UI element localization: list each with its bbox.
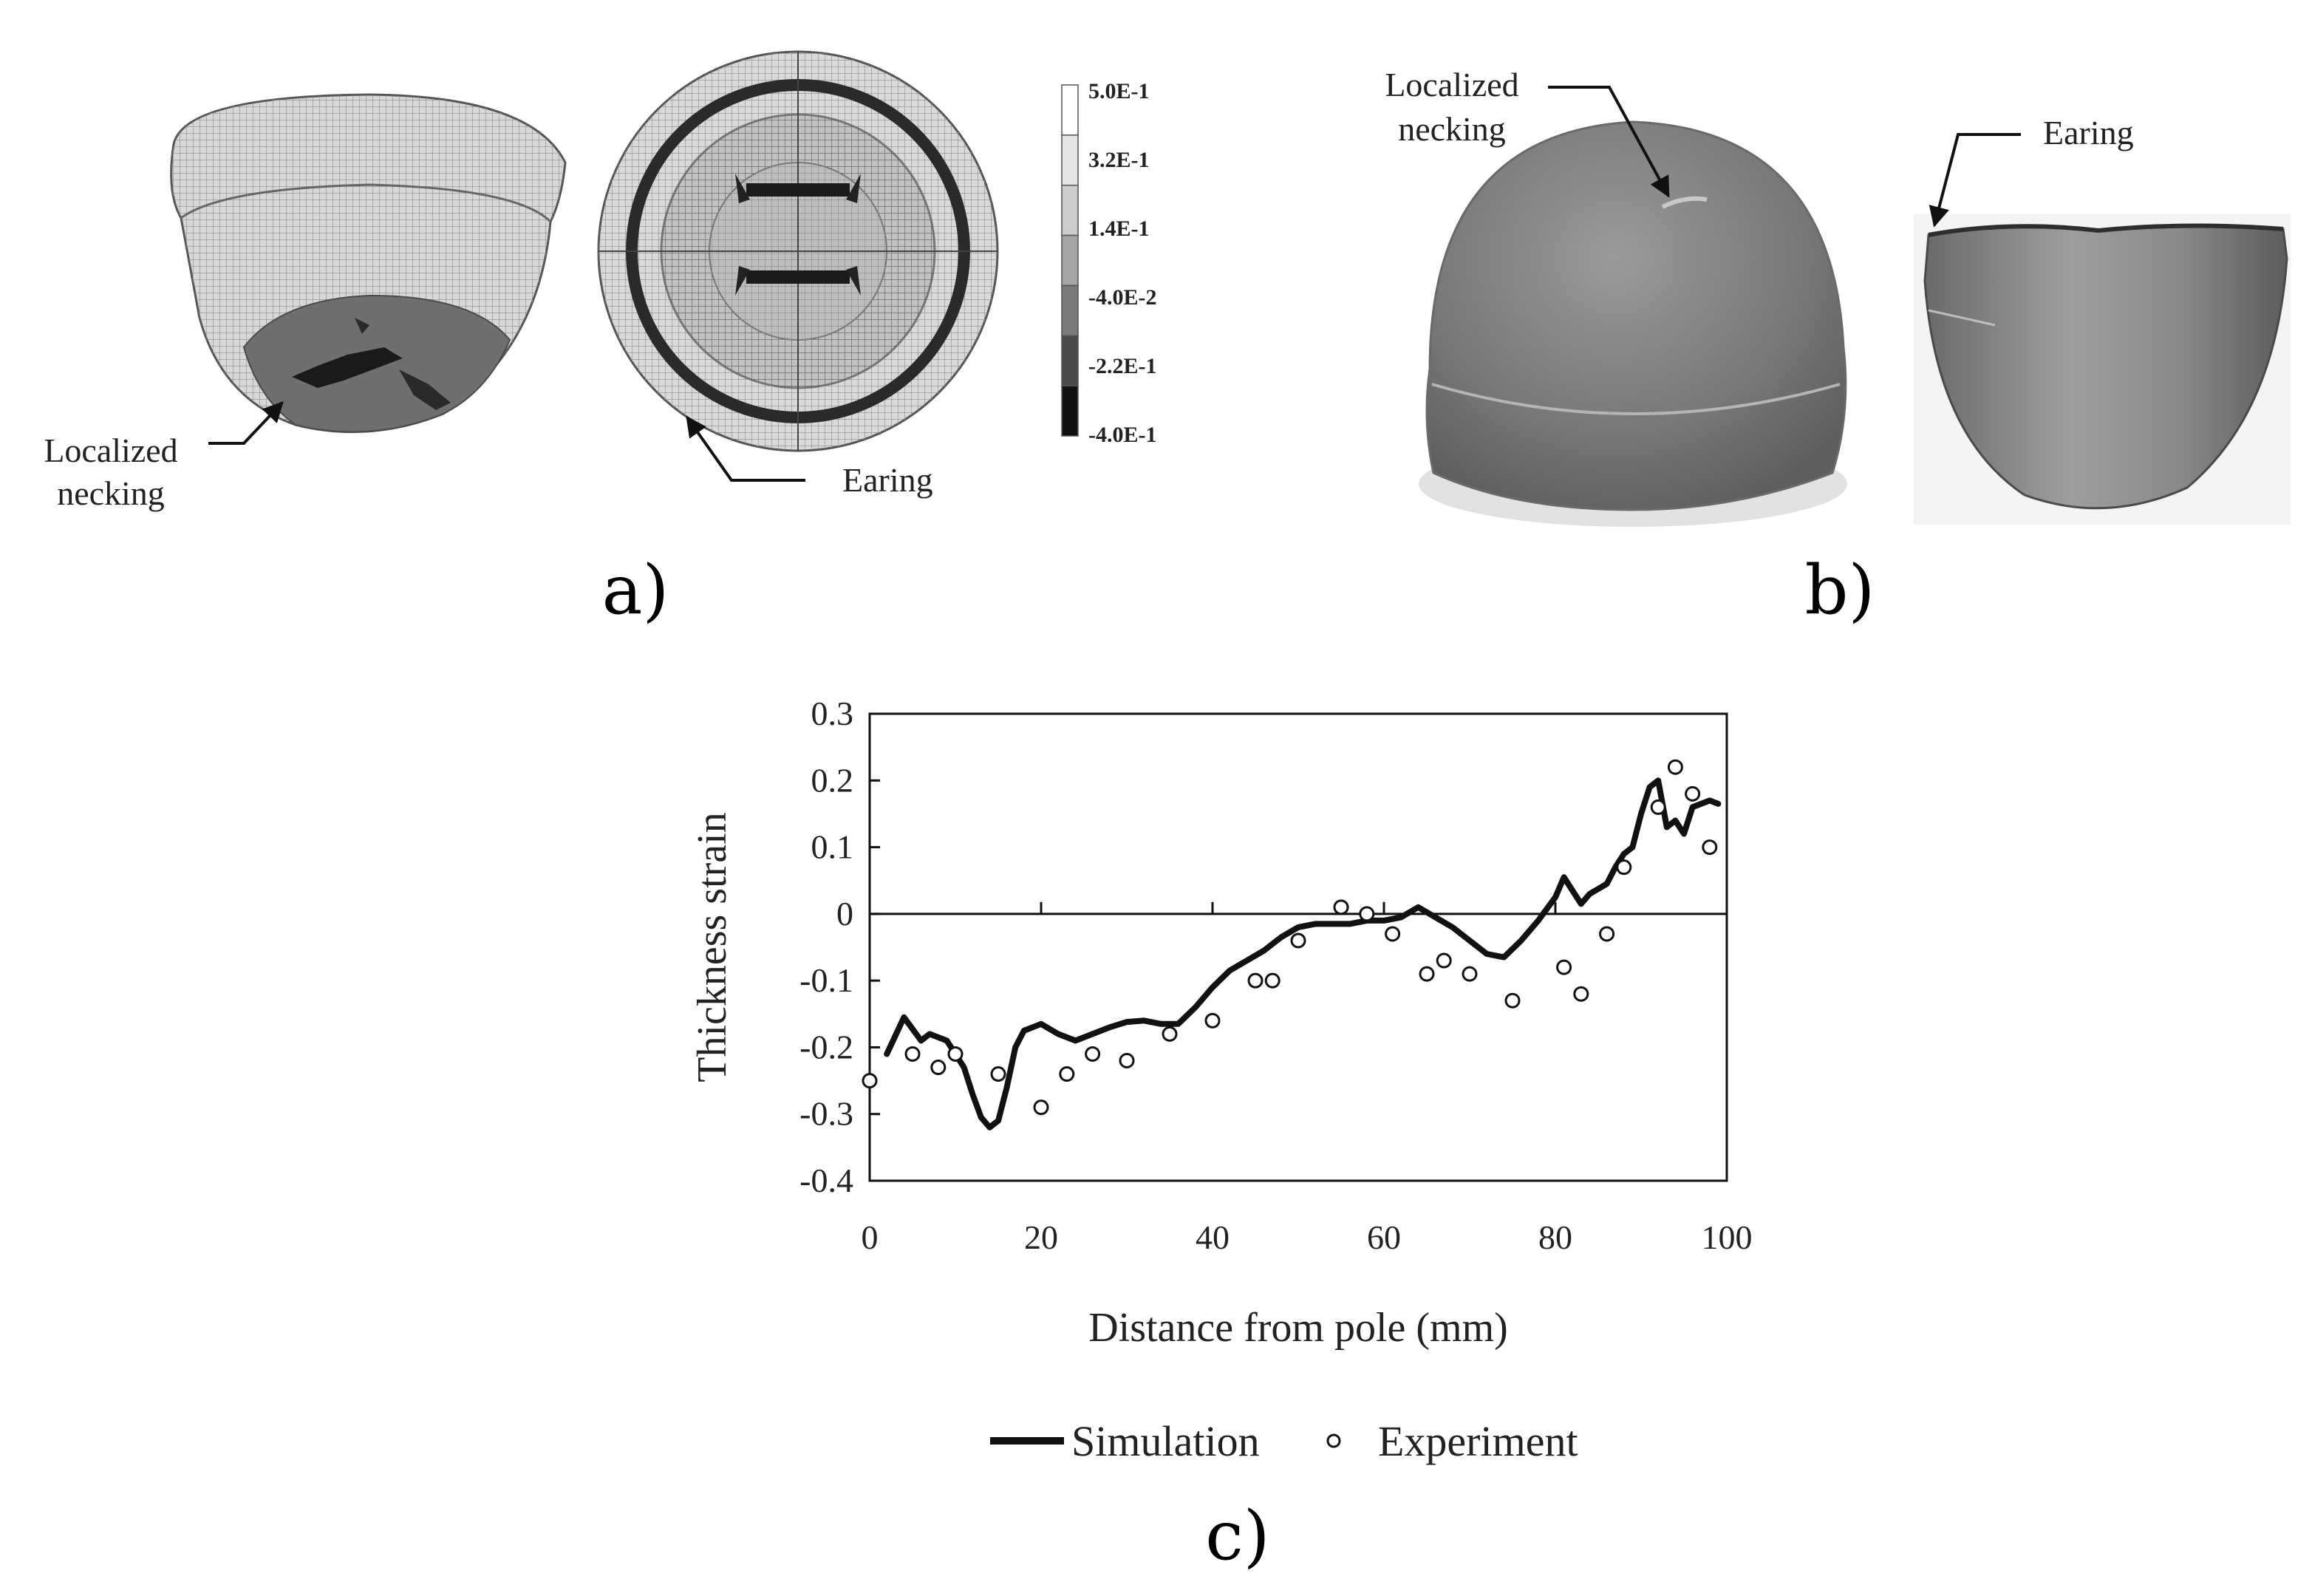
annotation-text-line2: necking — [57, 474, 165, 512]
experiment-point — [1204, 1012, 1221, 1029]
experiment-point — [1573, 986, 1589, 1002]
experiment-point — [1599, 926, 1615, 942]
simulated-cup-top-view — [597, 50, 999, 452]
experiment-point — [862, 1073, 878, 1089]
experimental-dome-photo — [1419, 120, 1847, 527]
simulated-cup-side-view — [170, 93, 567, 434]
experiment-point — [990, 1066, 1006, 1082]
annotation-localized-necking-sim: Localized necking — [44, 400, 284, 512]
panel-label-c: c) — [1205, 1496, 1269, 1575]
colorbar-tick-label: -2.2E-1 — [1088, 354, 1157, 378]
experiment-point — [904, 1046, 921, 1062]
experiment-point — [1419, 966, 1435, 982]
y-tick-label: 0 — [836, 895, 853, 932]
x-axis-title: Distance from pole (mm) — [1088, 1305, 1508, 1351]
experiment-point — [1119, 1052, 1135, 1068]
arrow — [1548, 86, 1670, 198]
experiment-point — [1359, 906, 1375, 922]
x-axis: 0 20 40 60 80 100 — [862, 901, 1753, 1256]
y-tick-label: -0.2 — [799, 1028, 853, 1065]
experiment-point — [1685, 785, 1701, 802]
colorbar-swatch — [1061, 284, 1079, 337]
x-tick-label: 100 — [1702, 1218, 1753, 1256]
experiment-point — [1385, 926, 1401, 942]
experiment-point — [1556, 959, 1572, 975]
experiment-point — [1667, 759, 1683, 775]
colorbar: 5.0E-1 3.2E-1 1.4E-1 -4.0E-2 -2.2E-1 -4.0E-1 — [1061, 79, 1157, 447]
colorbar-swatch — [1061, 184, 1079, 236]
annotation-text: Earing — [2043, 114, 2134, 151]
experiment-point — [1290, 932, 1306, 949]
experiment-point — [1436, 952, 1452, 969]
y-tick-label: 0.3 — [811, 695, 854, 732]
x-tick-label: 20 — [1024, 1218, 1058, 1256]
experiment-point — [1333, 899, 1349, 915]
plot-frame — [868, 712, 1728, 1182]
annotation-earing-exp: Earing — [1929, 114, 2134, 228]
experiment-point — [1616, 859, 1632, 876]
y-axis: 0.3 0.2 0.1 0 -0.1 -0.2 -0.3 -0.4 — [799, 695, 880, 1199]
x-tick-label: 60 — [1367, 1218, 1401, 1256]
experiment-point — [1247, 972, 1264, 989]
x-tick-label: 40 — [1196, 1218, 1230, 1256]
experimental-cup-photo — [1914, 214, 2291, 525]
y-axis-title: Thickness strain — [689, 812, 735, 1082]
panel-label-b: b) — [1805, 550, 1875, 630]
y-tick-label: -0.4 — [799, 1162, 853, 1199]
experiment-point — [1650, 799, 1666, 815]
y-tick-label: -0.1 — [799, 961, 853, 999]
experiment-point — [1059, 1066, 1075, 1082]
x-tick-label: 0 — [862, 1218, 879, 1256]
legend-simulation-label: Simulation — [1071, 1417, 1260, 1465]
colorbar-tick-label: -4.0E-1 — [1088, 423, 1157, 447]
panel-a: 5.0E-13.2E-11.4E-1-4.0E-2-2.2E-1-4.0E-1 … — [44, 50, 1157, 630]
x-tick-label: 80 — [1538, 1218, 1572, 1256]
arrow — [1929, 133, 2021, 228]
annotation-text-line1: Localized — [44, 432, 177, 469]
annotation-localized-necking-exp: Localized necking — [1385, 66, 1670, 198]
experiment-point — [947, 1046, 964, 1062]
experiment-point — [1462, 966, 1478, 982]
annotation-earing-sim: Earing — [686, 415, 933, 499]
experiment-point — [1702, 839, 1718, 856]
colorbar-tick-label: -4.0E-2 — [1088, 285, 1157, 310]
arrow — [208, 400, 284, 445]
series-simulation — [884, 777, 1722, 1130]
series-experiment — [862, 759, 1718, 1116]
colorbar-swatch — [1061, 385, 1079, 437]
colorbar-tick-label: 5.0E-1 — [1088, 79, 1150, 103]
experiment-point — [1504, 992, 1521, 1009]
y-tick-label: -0.3 — [799, 1095, 853, 1133]
experiment-point — [1085, 1046, 1101, 1062]
panel-label-a: a) — [602, 550, 669, 630]
experiment-point — [1264, 972, 1281, 989]
panel-b: Localized necking Earing b) — [1385, 66, 2291, 630]
experiment-point — [1162, 1026, 1178, 1042]
experiment-point — [1033, 1099, 1049, 1116]
legend: Simulation Experiment — [990, 1417, 1578, 1465]
colorbar-swatch — [1061, 134, 1079, 186]
simulation-line — [884, 777, 1722, 1130]
panel-c-chart: 0.30.20.10-0.1-0.2-0.3-0.4 0 20 40 60 80 100 … — [689, 695, 1753, 1575]
annotation-text-line1: Localized — [1385, 66, 1518, 103]
colorbar-tick-label: 1.4E-1 — [1088, 216, 1150, 241]
colorbar-swatch — [1061, 84, 1079, 136]
experiment-point — [930, 1060, 947, 1076]
y-tick-label: 0.2 — [811, 761, 854, 799]
legend-experiment-swatch — [1326, 1433, 1341, 1448]
arrow — [686, 415, 805, 482]
colorbar-swatch — [1061, 335, 1079, 386]
annotation-text: Earing — [842, 461, 933, 499]
colorbar-tick-label: 3.2E-1 — [1088, 148, 1150, 172]
legend-experiment-label: Experiment — [1378, 1417, 1578, 1465]
annotation-text-line2: necking — [1398, 110, 1506, 148]
y-tick-label: 0.1 — [811, 828, 854, 866]
colorbar-swatch — [1061, 234, 1079, 287]
